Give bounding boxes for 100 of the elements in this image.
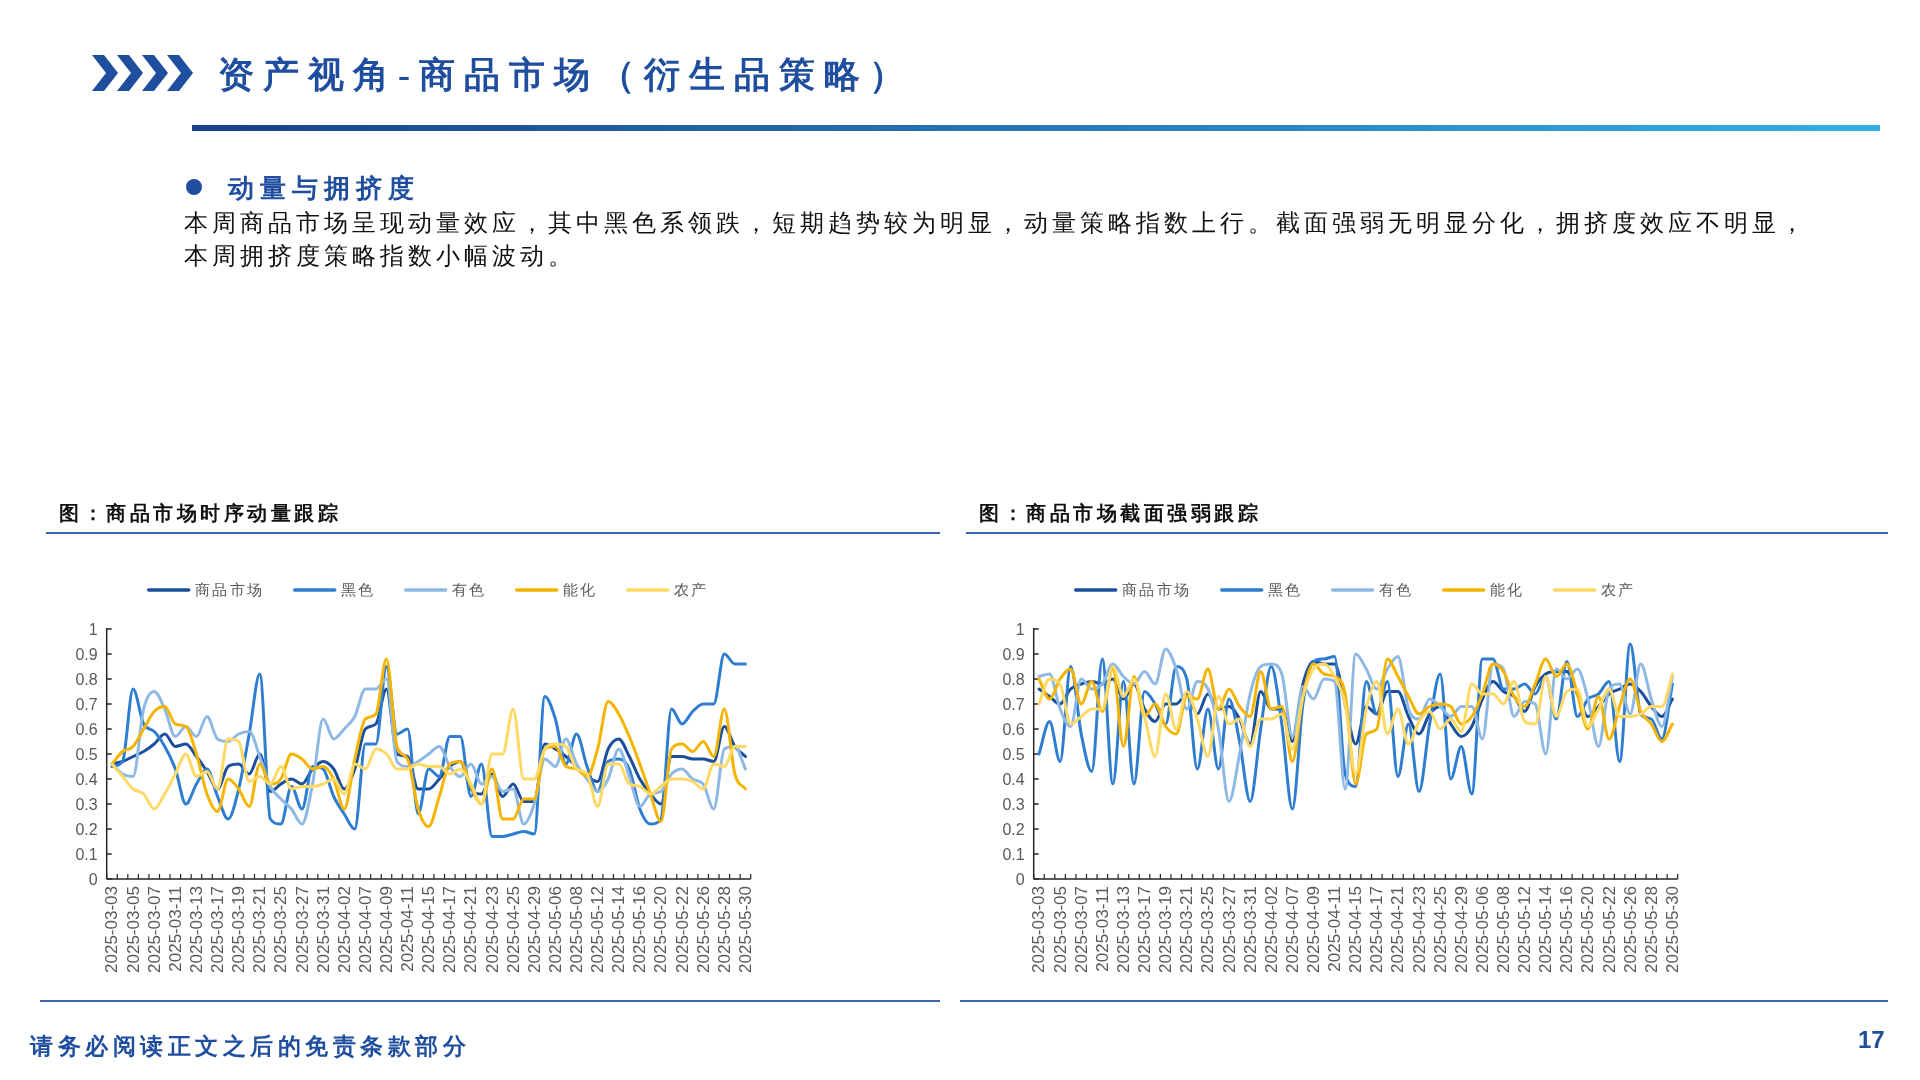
legend-label: 能化: [1489, 582, 1525, 598]
x-tick-label: 2025-05-28: [1641, 886, 1661, 973]
y-tick-label: 0.3: [75, 795, 98, 813]
x-tick-label: 2025-04-02: [334, 886, 354, 973]
text: 请务必阅读正文之后的免责条款部分: [30, 1033, 470, 1061]
legend-label: 有色: [451, 582, 487, 598]
x-tick-label: 2025-05-26: [1620, 886, 1640, 973]
x-tick-label: 2025-03-19: [229, 886, 249, 973]
x-tick-label: 2025-05-30: [1662, 886, 1682, 973]
x-tick-label: 2025-05-12: [588, 886, 608, 973]
x-tick-label: 2025-04-25: [1430, 886, 1450, 973]
x-tick-label: 2025-03-05: [123, 886, 143, 973]
y-tick-label: 0.5: [1002, 745, 1025, 763]
x-tick-label: 2025-04-21: [1388, 886, 1408, 973]
x-tick-label: 2025-03-03: [102, 886, 122, 973]
y-tick-label: 1: [88, 620, 98, 638]
y-tick-label: 1: [1015, 620, 1025, 638]
x-tick-label: 2025-04-23: [1409, 886, 1429, 973]
text: 动量与拥挤度: [228, 173, 420, 205]
y-tick-label: 0.4: [1002, 770, 1025, 788]
y-tick-label: 0: [1015, 870, 1025, 888]
legend-label: 商品市场: [1121, 582, 1192, 598]
legend-label: 农产: [1600, 582, 1636, 598]
x-tick-label: 2025-04-09: [1303, 886, 1323, 973]
x-tick-label: 2025-04-29: [1451, 886, 1471, 973]
x-tick-label: 2025-03-25: [1198, 886, 1218, 973]
x-tick-label: 2025-03-17: [1135, 886, 1155, 973]
x-tick-label: 2025-03-31: [313, 886, 333, 973]
chart-title: 图：商品市场时序动量跟踪: [59, 502, 341, 524]
x-tick-label: 2025-03-07: [1071, 886, 1091, 973]
y-tick-label: 0.8: [75, 670, 98, 688]
x-tick-label: 2025-04-25: [503, 886, 523, 973]
x-tick-label: 2025-04-17: [440, 886, 460, 973]
x-tick-label: 2025-03-05: [1050, 886, 1070, 973]
x-tick-label: 2025-05-14: [1536, 886, 1556, 973]
x-tick-label: 2025-03-13: [1113, 886, 1133, 973]
x-tick-label: 2025-05-22: [672, 886, 692, 973]
x-tick-label: 2025-05-16: [630, 886, 650, 973]
x-tick-label: 2025-04-15: [1346, 886, 1366, 973]
y-tick-label: 0.7: [75, 695, 98, 713]
y-tick-label: 0.8: [1002, 670, 1025, 688]
legend-label: 商品市场: [194, 582, 265, 598]
x-tick-label: 2025-04-15: [419, 886, 439, 973]
x-tick-label: 2025-03-11: [1092, 886, 1112, 972]
x-tick-label: 2025-05-06: [545, 886, 565, 973]
x-tick-label: 2025-03-19: [1156, 886, 1176, 973]
x-tick-label: 2025-03-11: [165, 886, 185, 972]
y-tick-label: 0.6: [1002, 720, 1025, 738]
x-tick-label: 2025-04-09: [376, 886, 396, 973]
line-series: [110, 707, 747, 811]
x-tick-label: 2025-04-07: [355, 886, 375, 973]
x-tick-label: 2025-03-27: [292, 886, 312, 973]
x-tick-label: 2025-03-21: [250, 886, 270, 973]
x-tick-label: 2025-04-17: [1367, 886, 1387, 973]
legend-label: 有色: [1378, 582, 1414, 598]
x-tick-label: 2025-03-25: [271, 886, 291, 973]
y-tick-label: 0.1: [1002, 845, 1025, 863]
x-tick-label: 2025-05-12: [1515, 886, 1535, 973]
text: 17: [1858, 1026, 1885, 1054]
x-tick-label: 2025-05-26: [693, 886, 713, 973]
text: 资产视角-商品市场（衍生品策略）: [218, 54, 914, 97]
x-tick-label: 2025-03-21: [1177, 886, 1197, 973]
x-tick-label: 2025-05-16: [1557, 886, 1577, 973]
x-tick-label: 2025-03-31: [1240, 886, 1260, 973]
x-tick-label: 2025-05-14: [609, 886, 629, 973]
y-tick-label: 0.2: [1002, 820, 1025, 838]
x-tick-label: 2025-03-27: [1219, 886, 1239, 973]
x-tick-label: 2025-05-06: [1472, 886, 1492, 973]
legend-label: 能化: [562, 582, 598, 598]
x-tick-label: 2025-05-20: [651, 886, 671, 973]
y-tick-label: 0.9: [75, 645, 98, 663]
y-tick-label: 0.3: [1002, 795, 1025, 813]
legend-label: 黑色: [340, 582, 376, 598]
y-tick-label: 0.9: [1002, 645, 1025, 663]
legend-label: 农产: [673, 582, 709, 598]
chart-title: 图：商品市场截面强弱跟踪: [979, 502, 1261, 524]
x-tick-label: 2025-05-28: [714, 886, 734, 973]
x-tick-label: 2025-04-21: [461, 886, 481, 973]
y-tick-label: 0.5: [75, 745, 98, 763]
x-tick-label: 2025-04-02: [1261, 886, 1281, 973]
x-tick-label: 2025-04-23: [482, 886, 502, 973]
y-tick-label: 0.6: [75, 720, 98, 738]
y-tick-label: 0: [88, 870, 98, 888]
legend-label: 黑色: [1267, 582, 1303, 598]
x-tick-label: 2025-03-07: [144, 886, 164, 973]
text: 本周商品市场呈现动量效应，其中黑色系领跌，短期趋势较为明显，动量策略指数上行。截面强弱无明显分化，拥挤度效应不明显，本周拥挤度策略指数小幅波动。: [184, 209, 1809, 271]
x-tick-label: 2025-05-20: [1578, 886, 1598, 973]
x-tick-label: 2025-04-11: [1325, 886, 1345, 972]
y-tick-label: 0.4: [75, 770, 98, 788]
x-tick-label: 2025-05-08: [567, 886, 586, 973]
y-tick-label: 0.7: [1002, 695, 1025, 713]
x-tick-label: 2025-04-07: [1282, 886, 1302, 973]
x-tick-label: 2025-05-08: [1494, 886, 1513, 973]
x-tick-label: 2025-03-03: [1029, 886, 1049, 973]
x-tick-label: 2025-05-30: [735, 886, 755, 973]
y-tick-label: 0.2: [75, 820, 98, 838]
x-tick-label: 2025-03-17: [208, 886, 228, 973]
x-tick-label: 2025-04-11: [398, 886, 418, 972]
x-tick-label: 2025-04-29: [524, 886, 544, 973]
y-tick-label: 0.1: [75, 845, 98, 863]
